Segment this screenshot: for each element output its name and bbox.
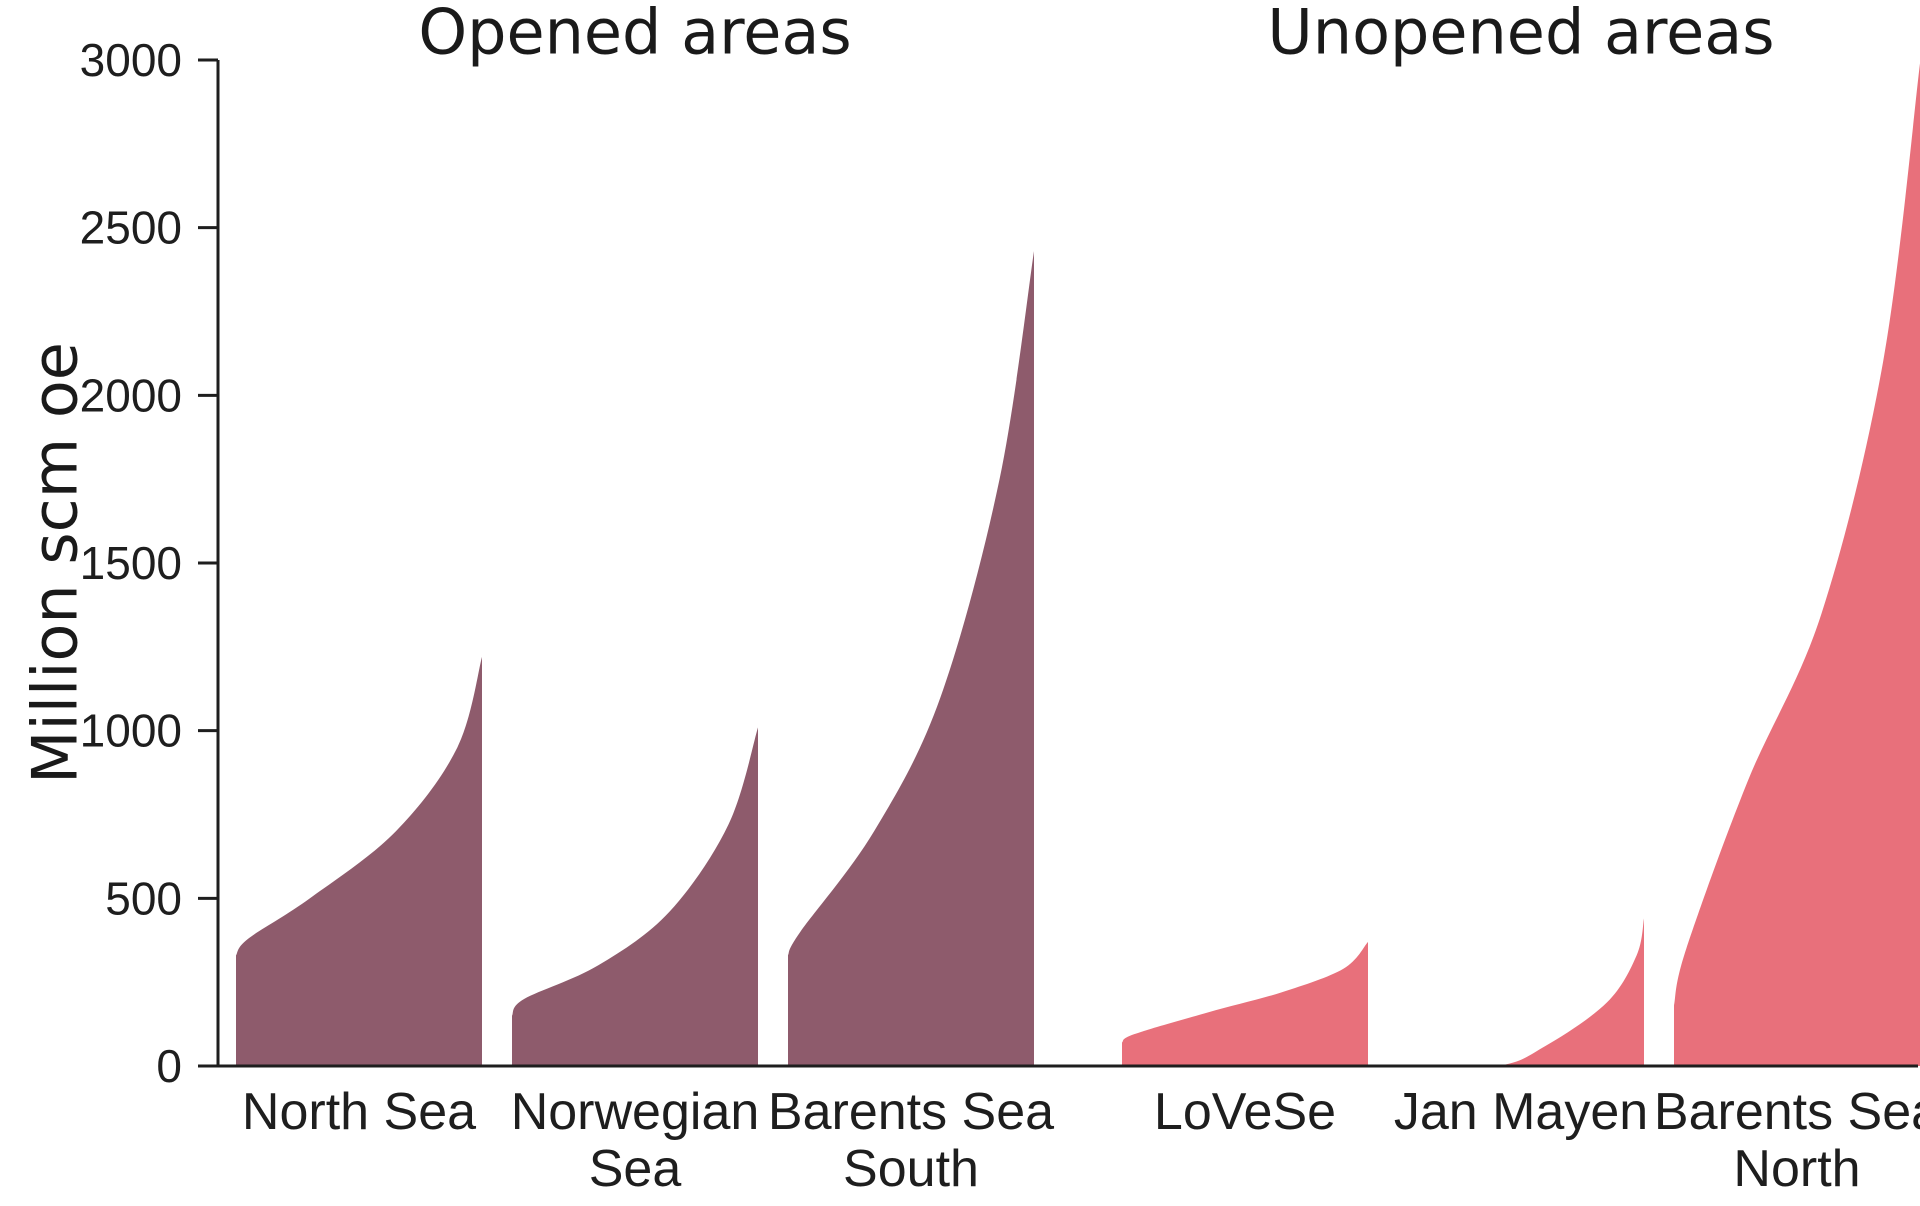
group-label-unopened-areas: Unopened areas [1267, 0, 1774, 69]
y-tick-label: 2500 [80, 202, 182, 254]
area-north-sea [236, 656, 482, 1066]
category-label-barents-sea-south: Barents Sea South [768, 1083, 1054, 1198]
y-tick-label: 0 [156, 1040, 182, 1092]
area-norwegian-sea [512, 727, 758, 1066]
area-barents-sea-north [1674, 63, 1920, 1066]
y-tick-label: 1000 [80, 705, 182, 757]
category-label-north-sea: North Sea [242, 1083, 476, 1141]
category-label-norwegian-sea: Norwegian Sea [511, 1083, 760, 1198]
y-ticks: 0 500 1000 1500 2000 2500 3000 [80, 34, 218, 1092]
area-lovese [1122, 941, 1368, 1066]
area-jan-mayen [1398, 918, 1644, 1068]
category-label-jan-mayen: Jan Mayen [1394, 1083, 1648, 1141]
group-labels: Opened areas Unopened areas [418, 0, 1774, 69]
category-label-lovese: LoVeSe [1154, 1083, 1336, 1141]
group-label-opened-areas: Opened areas [418, 0, 851, 69]
y-tick-label: 3000 [80, 34, 182, 86]
area-shapes [236, 63, 1920, 1068]
y-axis-title: Million scm oe [19, 342, 92, 784]
y-tick-label: 1500 [80, 537, 182, 589]
category-label-barents-sea-north: Barents Sea North [1654, 1083, 1920, 1198]
y-tick-label: 500 [105, 872, 182, 924]
area-barents-sea-south [788, 251, 1034, 1066]
y-tick-label: 2000 [80, 369, 182, 421]
